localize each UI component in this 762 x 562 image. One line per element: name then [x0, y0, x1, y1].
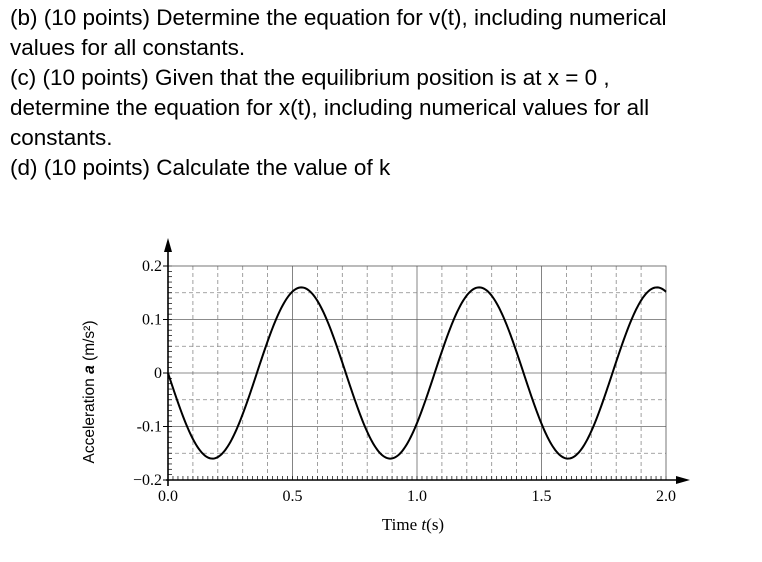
y-tick-label: −0.2: [133, 472, 162, 489]
y-tick-label: 0.1: [142, 312, 162, 329]
x-tick-label: 2.0: [656, 488, 676, 505]
x-tick-label: 1.0: [407, 488, 427, 505]
question-line-4: determine the equation for x(t), includi…: [10, 95, 650, 120]
y-axis-arrow: [164, 238, 172, 252]
x-tick-label: 0.5: [283, 488, 303, 505]
y-axis-label: Acceleration a (m/s²): [81, 321, 98, 464]
y-tick-label: 0: [154, 365, 162, 382]
question-line-2: values for all constants.: [10, 35, 246, 60]
y-tick-labels: 0.2 0.1 0 -0.1 −0.2: [133, 258, 168, 489]
question-line-6: (d) (10 points) Calculate the value of k: [10, 155, 391, 180]
x-axis-arrow: [676, 476, 690, 484]
x-axis-label: Time t(s): [382, 515, 444, 534]
x-tick-label: 1.5: [532, 488, 552, 505]
x-tick-labels: 0.0 0.5 1.0 1.5 2.0: [158, 488, 676, 505]
chart-grid: [168, 266, 666, 480]
question-line-1: (b) (10 points) Determine the equation f…: [10, 5, 667, 30]
y-tick-label: -0.1: [137, 419, 162, 436]
chart-axes: [164, 238, 690, 486]
x-tick-label: 0.0: [158, 488, 178, 505]
question-line-3: (c) (10 points) Given that the equilibri…: [10, 65, 610, 90]
question-line-5: constants.: [10, 125, 113, 150]
acceleration-curve: [167, 286, 667, 460]
y-tick-label: 0.2: [142, 258, 162, 275]
